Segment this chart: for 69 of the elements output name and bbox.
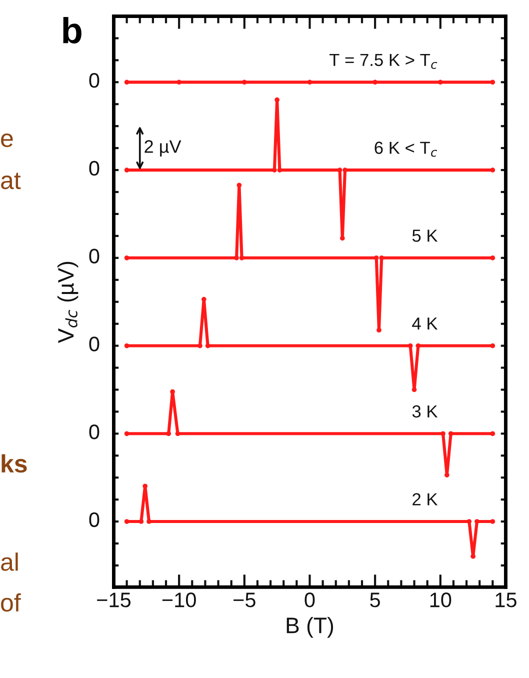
point bbox=[170, 389, 175, 394]
point bbox=[124, 255, 130, 260]
point bbox=[374, 255, 379, 260]
point bbox=[239, 255, 244, 260]
point bbox=[138, 519, 144, 524]
point bbox=[379, 255, 384, 260]
point bbox=[340, 236, 345, 241]
point bbox=[124, 519, 130, 524]
point bbox=[474, 519, 480, 524]
point bbox=[124, 80, 130, 85]
x-axis-title: B (T) bbox=[286, 616, 334, 638]
point bbox=[448, 431, 454, 436]
point bbox=[205, 343, 210, 348]
point bbox=[175, 431, 180, 436]
point bbox=[440, 431, 446, 436]
point bbox=[490, 80, 496, 85]
point bbox=[198, 343, 202, 348]
point bbox=[412, 387, 417, 392]
x-tick-label: 5 bbox=[370, 592, 380, 608]
point bbox=[490, 519, 496, 524]
text: e bbox=[1, 133, 13, 148]
point bbox=[274, 97, 280, 102]
point bbox=[372, 80, 378, 85]
y-axis-title: V$_{dc}$ (µV) bbox=[57, 262, 78, 344]
point bbox=[234, 255, 239, 260]
point bbox=[124, 431, 130, 436]
point bbox=[490, 431, 496, 436]
series-label: 6 K < T$_{c}$ bbox=[374, 142, 438, 157]
point bbox=[408, 343, 413, 348]
x-tick-label: 0 bbox=[304, 592, 315, 608]
point bbox=[124, 168, 130, 172]
point bbox=[201, 296, 206, 302]
text: 0 bbox=[89, 424, 100, 440]
text: 0 bbox=[89, 512, 100, 528]
point bbox=[444, 472, 450, 478]
point bbox=[490, 343, 496, 348]
x-tick-label: 10 bbox=[430, 592, 452, 608]
series-label: T = 7.5 K > T$_{c}$ bbox=[329, 54, 438, 69]
x-tick-label: −5 bbox=[234, 592, 256, 608]
point bbox=[342, 168, 348, 172]
point bbox=[416, 343, 421, 348]
text: 0 bbox=[89, 336, 100, 352]
series-label: 5 K bbox=[412, 230, 438, 242]
series-label: 2 K bbox=[412, 493, 438, 506]
text: at bbox=[1, 172, 21, 190]
text: 0 bbox=[89, 73, 100, 88]
point bbox=[490, 255, 496, 260]
point bbox=[124, 343, 130, 348]
text: 0 bbox=[89, 160, 100, 176]
x-tick-label: −10 bbox=[162, 592, 196, 608]
series-label: 4 K bbox=[412, 318, 438, 330]
point bbox=[376, 328, 382, 333]
series-label: 3 K bbox=[412, 405, 438, 418]
point bbox=[438, 80, 443, 85]
x-tick-label: 15 bbox=[496, 592, 516, 608]
text: of bbox=[1, 593, 21, 612]
point bbox=[272, 168, 277, 172]
point bbox=[166, 431, 172, 436]
x-tick-label: −15 bbox=[97, 592, 131, 608]
point bbox=[146, 519, 152, 524]
point bbox=[466, 519, 472, 524]
annotation: 2 µV bbox=[144, 140, 182, 156]
text: al bbox=[1, 552, 18, 571]
point bbox=[307, 80, 312, 85]
point bbox=[490, 168, 496, 172]
point bbox=[176, 80, 182, 85]
text: 0 bbox=[89, 248, 100, 264]
text: b bbox=[63, 16, 82, 44]
text: ks bbox=[2, 454, 27, 473]
